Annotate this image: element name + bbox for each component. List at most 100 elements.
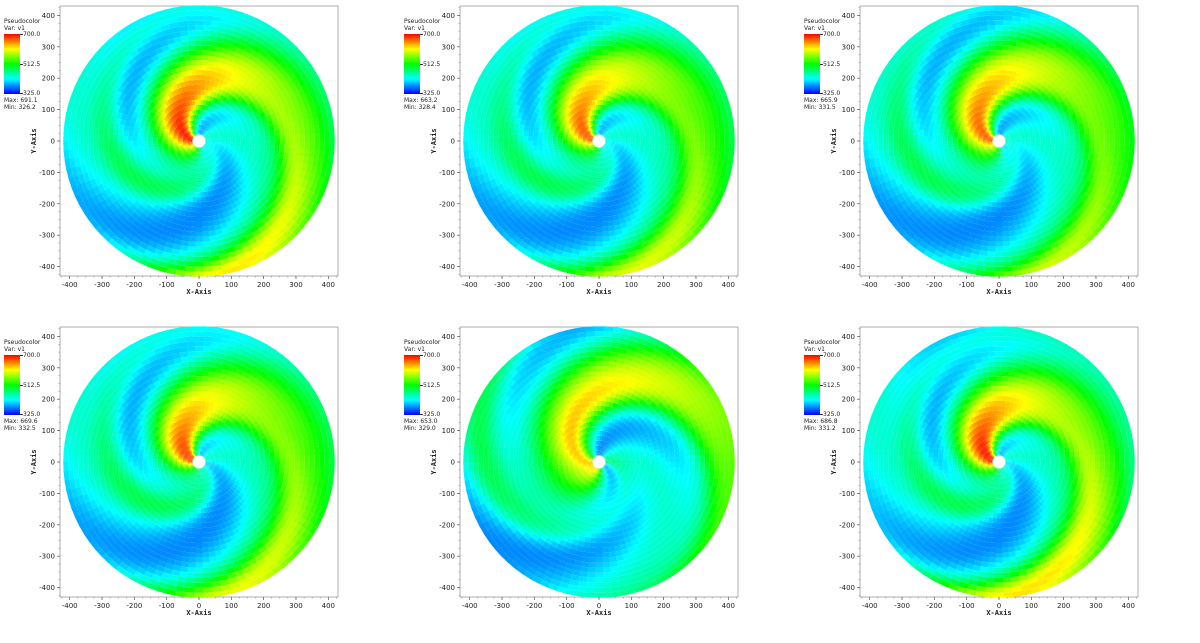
chart-svg-4: -400 -300 -200 -100 0 100 200 300 400 -400 -300 -20… <box>30 326 339 617</box>
colorbar-tick-mark <box>420 355 423 356</box>
x-tick-label: 0 <box>997 602 1001 610</box>
colorbar-tick-mark <box>820 34 823 35</box>
y-tick-label: -300 <box>39 553 55 561</box>
y-tick-label: 400 <box>842 333 855 341</box>
heatmap-disk <box>863 5 1135 277</box>
colorbar-tick-label: 700.0 <box>423 352 441 359</box>
y-tick-label: -300 <box>839 232 855 240</box>
y-tick-label: -200 <box>39 521 55 529</box>
y-tick-label: 200 <box>842 75 855 83</box>
x-tick-label: -100 <box>959 602 975 610</box>
colorbar-tick-label: 512.5 <box>423 61 441 68</box>
y-tick-label: -100 <box>439 490 455 498</box>
y-tick-label: 200 <box>842 396 855 404</box>
inner-boundary <box>592 455 606 469</box>
x-tick-label: 300 <box>1089 281 1102 289</box>
colorbar-tick-mark <box>420 64 423 65</box>
y-tick-label: 100 <box>442 427 455 435</box>
colorbar <box>404 355 420 415</box>
colorbar-tick-label: 325.0 <box>423 90 441 97</box>
heatmap-disk <box>863 326 1135 598</box>
legend-min: Min: 332.5 <box>4 425 36 432</box>
x-tick-label: 0 <box>597 281 601 289</box>
colorbar <box>4 34 20 94</box>
inner-boundary <box>192 134 206 148</box>
y-tick-label: 0 <box>51 459 55 467</box>
chart-panel-3: -400 -300 -200 -100 0 100 200 300 400 -400 -300 -20… <box>800 0 1200 321</box>
colorbar-tick-mark <box>820 414 823 415</box>
x-tick-label: 400 <box>1122 281 1135 289</box>
y-tick-label: -200 <box>439 200 455 208</box>
legend-max: Max: 686.8 <box>804 418 838 425</box>
x-tick-label: -100 <box>559 281 575 289</box>
colorbar-legend: Pseudocolor Var: v1 700.0 512.5 325.0 Max: 65… <box>404 339 460 439</box>
colorbar-tick-label: 512.5 <box>423 382 441 389</box>
chart-svg-6: -400 -300 -200 -100 0 100 200 300 400 -400 -300 -20… <box>830 326 1139 617</box>
colorbar-tick-label: 512.5 <box>23 382 41 389</box>
colorbar-tick-mark <box>820 64 823 65</box>
y-tick-label: -400 <box>839 263 855 271</box>
inner-boundary <box>992 134 1006 148</box>
colorbar-tick-label: 325.0 <box>823 411 841 418</box>
x-tick-label: 200 <box>1057 602 1070 610</box>
x-tick-label: -100 <box>959 281 975 289</box>
colorbar-tick-label: 325.0 <box>823 90 841 97</box>
y-tick-label: 0 <box>51 138 55 146</box>
x-tick-label: 100 <box>1025 281 1038 289</box>
x-tick-label: -400 <box>862 281 878 289</box>
x-tick-label: 0 <box>197 281 201 289</box>
y-tick-label: -400 <box>439 263 455 271</box>
inner-boundary <box>592 134 606 148</box>
x-tick-label: 300 <box>1089 602 1102 610</box>
colorbar-legend: Pseudocolor Var: v1 700.0 512.5 325.0 Max: 68… <box>804 339 860 439</box>
y-tick-label: -100 <box>839 169 855 177</box>
x-axis-title: X-Axis <box>586 288 611 296</box>
colorbar-tick-mark <box>420 414 423 415</box>
legend-title: Pseudocolor <box>404 18 441 25</box>
colorbar-tick-label: 512.5 <box>823 382 841 389</box>
y-tick-label: 200 <box>442 396 455 404</box>
y-tick-label: 100 <box>42 106 55 114</box>
x-tick-label: 400 <box>322 602 335 610</box>
y-tick-label: 100 <box>442 106 455 114</box>
x-tick-label: 100 <box>1025 602 1038 610</box>
y-tick-label: -200 <box>839 200 855 208</box>
y-tick-label: 300 <box>842 43 855 51</box>
legend-min: Min: 331.2 <box>804 425 836 432</box>
y-tick-label: 0 <box>451 459 455 467</box>
colorbar-tick-mark <box>20 93 23 94</box>
colorbar-legend: Pseudocolor Var: v1 700.0 512.5 325.0 Max: 69… <box>4 18 60 118</box>
x-tick-label: -400 <box>862 602 878 610</box>
x-tick-label: -300 <box>494 602 510 610</box>
colorbar-legend: Pseudocolor Var: v1 700.0 512.5 325.0 Max: 66… <box>4 339 60 439</box>
y-tick-label: 300 <box>42 364 55 372</box>
x-tick-label: 100 <box>625 281 638 289</box>
legend-title: Pseudocolor <box>404 339 441 346</box>
colorbar-tick-label: 700.0 <box>23 31 41 38</box>
colorbar-tick-label: 325.0 <box>23 90 41 97</box>
colorbar-legend: Pseudocolor Var: v1 700.0 512.5 325.0 Max: 66… <box>804 18 860 118</box>
y-tick-label: 100 <box>842 427 855 435</box>
y-tick-label: 100 <box>842 106 855 114</box>
legend-title: Pseudocolor <box>804 339 841 346</box>
y-tick-label: 300 <box>442 364 455 372</box>
colorbar-tick-label: 700.0 <box>423 31 441 38</box>
legend-title: Pseudocolor <box>804 18 841 25</box>
x-tick-label: -300 <box>894 602 910 610</box>
x-tick-label: -400 <box>62 281 78 289</box>
x-tick-label: 400 <box>322 281 335 289</box>
legend-max: Max: 669.6 <box>4 418 38 425</box>
x-tick-label: -200 <box>926 602 942 610</box>
x-axis-title: X-Axis <box>186 609 211 617</box>
y-tick-label: -300 <box>39 232 55 240</box>
chart-svg-5: -400 -300 -200 -100 0 100 200 300 400 -400 -300 -20… <box>430 326 739 617</box>
x-tick-label: 400 <box>722 602 735 610</box>
x-tick-label: -200 <box>526 281 542 289</box>
y-tick-label: 200 <box>42 396 55 404</box>
y-tick-label: 400 <box>442 333 455 341</box>
y-tick-label: -200 <box>39 200 55 208</box>
colorbar-legend: Pseudocolor Var: v1 700.0 512.5 325.0 Max: 66… <box>404 18 460 118</box>
x-tick-label: -100 <box>159 602 175 610</box>
y-tick-label: 400 <box>42 333 55 341</box>
y-tick-label: -100 <box>39 490 55 498</box>
